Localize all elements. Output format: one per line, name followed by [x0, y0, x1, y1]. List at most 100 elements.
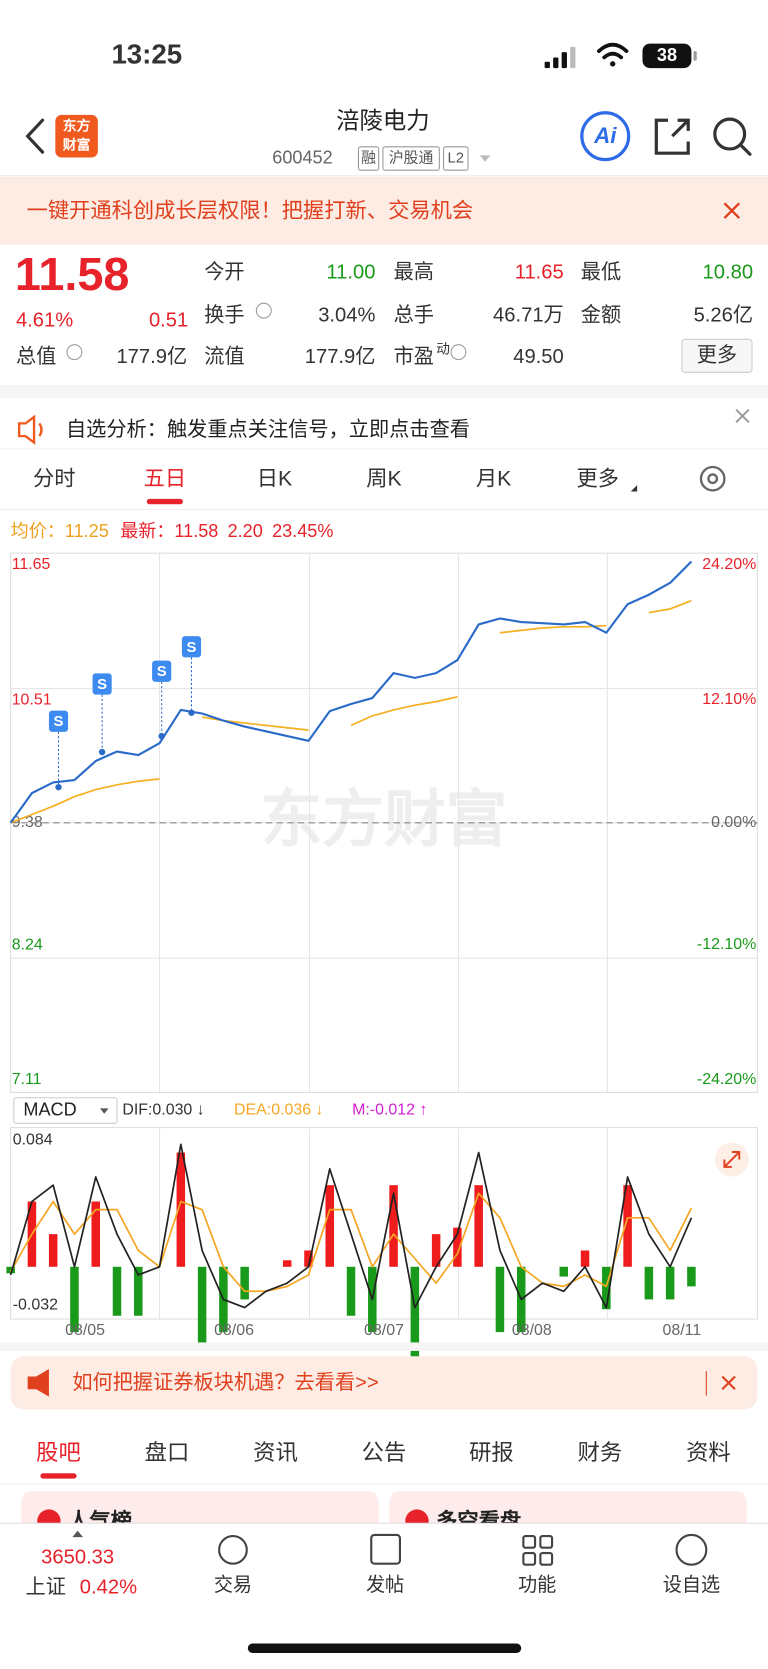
promo-text: 一键开通科创成长层权限！把握打新、交易机会: [27, 198, 474, 222]
section-tab[interactable]: 股吧: [36, 1440, 81, 1465]
tab[interactable]: 更多: [577, 466, 620, 490]
macd-bar: [389, 1185, 398, 1267]
x-tick-label: 08/11: [662, 1322, 701, 1339]
search-button[interactable]: [713, 117, 752, 156]
nav-item[interactable]: 设自选: [663, 1574, 720, 1596]
field-label-sup: 动: [436, 341, 450, 357]
settings-icon[interactable]: [699, 465, 726, 492]
macd-bar: [70, 1266, 79, 1333]
signal-icon: [544, 46, 576, 69]
last-change: 2.20: [228, 521, 263, 541]
tab[interactable]: 五日: [144, 466, 187, 490]
ai-button[interactable]: [580, 111, 631, 162]
more-button[interactable]: [681, 338, 753, 373]
info-icon[interactable]: [66, 344, 83, 361]
section-tab[interactable]: 公告: [362, 1440, 407, 1465]
field-label: 今开: [204, 261, 244, 284]
macd-bar: [623, 1185, 632, 1267]
avg-value: 11.25: [65, 521, 109, 541]
signal-badge[interactable]: [152, 660, 172, 682]
field-value: 10.80: [703, 262, 754, 284]
x-tick-label: 08/08: [512, 1322, 552, 1339]
dropdown-arrow: [630, 485, 638, 492]
tab[interactable]: 分时: [33, 466, 76, 490]
tab[interactable]: 周K: [366, 466, 401, 490]
price-line: [9, 560, 693, 824]
field-label: 总值: [16, 345, 56, 368]
home-indicator: [247, 1643, 522, 1654]
battery-level: 38: [657, 45, 677, 65]
signal-badge[interactable]: [92, 673, 112, 695]
promo-banner[interactable]: [0, 176, 768, 245]
field-label: 换手: [204, 303, 244, 326]
field-label: 最低: [581, 261, 621, 284]
x-tick-label: 08/05: [65, 1322, 105, 1339]
macd-bar: [240, 1266, 249, 1300]
app-logo: [55, 114, 98, 158]
section-tab[interactable]: 研报: [469, 1440, 514, 1465]
nav-item[interactable]: 功能: [518, 1574, 556, 1596]
expand-icon: [723, 1151, 741, 1168]
index-value[interactable]: 3650.33: [41, 1547, 114, 1569]
indicator-select[interactable]: [13, 1097, 118, 1124]
nav-item[interactable]: 交易: [214, 1574, 252, 1596]
macd-bar: [453, 1227, 462, 1267]
last-value: 11.58: [174, 521, 218, 541]
info-icon[interactable]: [255, 302, 272, 319]
logo-text: 东方: [63, 117, 91, 133]
status-time: 13:25: [111, 39, 182, 70]
notice-text[interactable]: 自选分析：触发重点关注信号，立即点击查看: [66, 418, 470, 441]
battery-icon: [642, 43, 692, 69]
badge-text: 融: [361, 149, 376, 166]
macd-bar: [665, 1266, 675, 1300]
section-tab[interactable]: 财务: [578, 1440, 623, 1465]
tab[interactable]: 月K: [476, 466, 511, 490]
section-tab[interactable]: 盘口: [145, 1440, 190, 1465]
field-value: 49.50: [513, 346, 564, 368]
macd-bar: [176, 1152, 186, 1267]
tab-underline: [40, 1473, 77, 1479]
dropdown-arrow[interactable]: [479, 155, 491, 162]
macd-bar: [134, 1266, 143, 1316]
share-button[interactable]: [654, 118, 690, 155]
macd-bar: [495, 1266, 505, 1333]
section-tab[interactable]: 资讯: [253, 1440, 298, 1465]
tab[interactable]: 日K: [257, 466, 292, 490]
close-button[interactable]: [723, 202, 741, 219]
dif-label: DIF:0.030 ↓: [122, 1102, 204, 1119]
signal-label: S: [97, 677, 107, 693]
field-value: 11.00: [326, 262, 375, 284]
badge: [443, 146, 469, 171]
macd-bar: [580, 1250, 590, 1267]
badge-text: L2: [448, 150, 465, 166]
section-tab[interactable]: 资料: [686, 1440, 731, 1465]
macd-bar: [325, 1185, 335, 1267]
separator: [0, 385, 768, 398]
macd-bar: [559, 1266, 569, 1277]
dea-label: DEA:0.036 ↓: [234, 1102, 323, 1119]
ad-text: 如何把握证券板块机遇？去看看>>: [72, 1371, 378, 1394]
close-button[interactable]: [721, 1375, 736, 1390]
ad-banner[interactable]: [10, 1356, 758, 1410]
index-name: 上证: [26, 1575, 66, 1598]
signal-badge[interactable]: [181, 636, 202, 658]
back-button[interactable]: [25, 118, 45, 154]
macd-bar: [91, 1201, 100, 1267]
macd-bar: [602, 1266, 611, 1310]
signal-badge[interactable]: [48, 710, 69, 732]
y2-tick-label: -24.20%: [697, 1071, 756, 1088]
signal-dot: [55, 783, 62, 791]
field-label: 市盈: [394, 345, 434, 368]
megaphone-icon: [27, 1369, 49, 1397]
badge: [357, 146, 380, 171]
field-label: 最高: [394, 261, 434, 284]
macd-tick-label: -0.032: [13, 1296, 58, 1313]
close-button[interactable]: [735, 408, 750, 423]
info-icon[interactable]: [450, 344, 467, 361]
nav-item[interactable]: 发帖: [366, 1574, 404, 1596]
field-value: 177.9亿: [305, 345, 376, 368]
macd-bar: [346, 1266, 356, 1316]
dropdown-arrow: [99, 1108, 109, 1114]
